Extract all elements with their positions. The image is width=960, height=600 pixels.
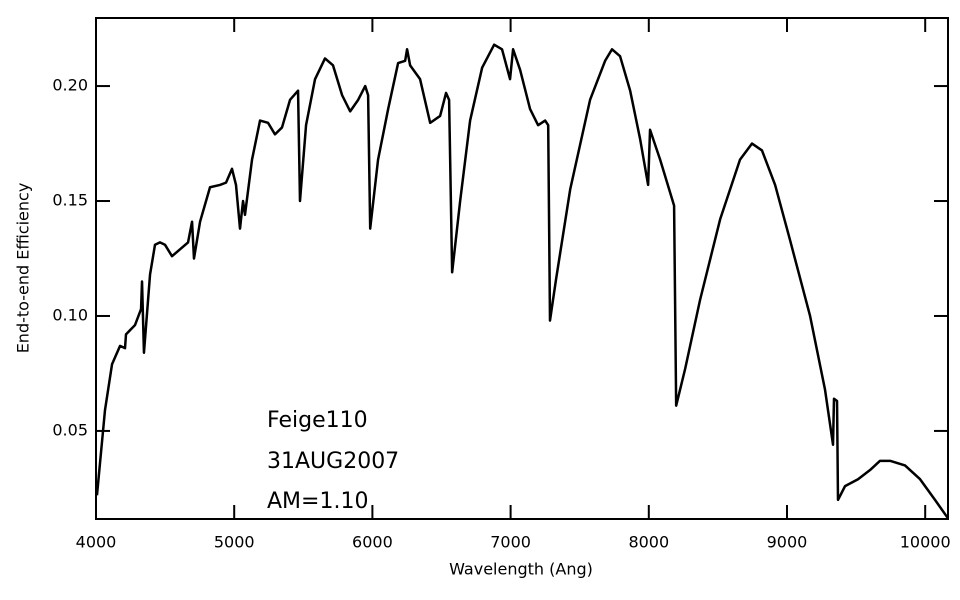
y-tick-label: 0.05 (52, 420, 88, 439)
x-tick-label: 7000 (490, 533, 531, 552)
x-tick-label: 5000 (214, 533, 255, 552)
y-tick-label: 0.10 (52, 305, 88, 324)
x-tick-label: 4000 (76, 533, 117, 552)
data-line (95, 43, 950, 520)
y-tick-label: 0.20 (52, 76, 88, 95)
annotation: Feige110 (267, 408, 368, 433)
x-axis-label: Wavelength (Ang) (449, 560, 593, 579)
x-tick-label: 9000 (767, 533, 808, 552)
plot-frame (95, 17, 949, 520)
x-tick-label: 6000 (352, 533, 393, 552)
annotation: AM=1.10 (267, 489, 368, 514)
annotation: 31AUG2007 (267, 449, 399, 474)
y-tick-label: 0.15 (52, 191, 88, 210)
x-tick-label: 8000 (628, 533, 669, 552)
y-axis-label: End-to-end Efficiency (14, 183, 33, 354)
x-tick-label: 10000 (900, 533, 951, 552)
